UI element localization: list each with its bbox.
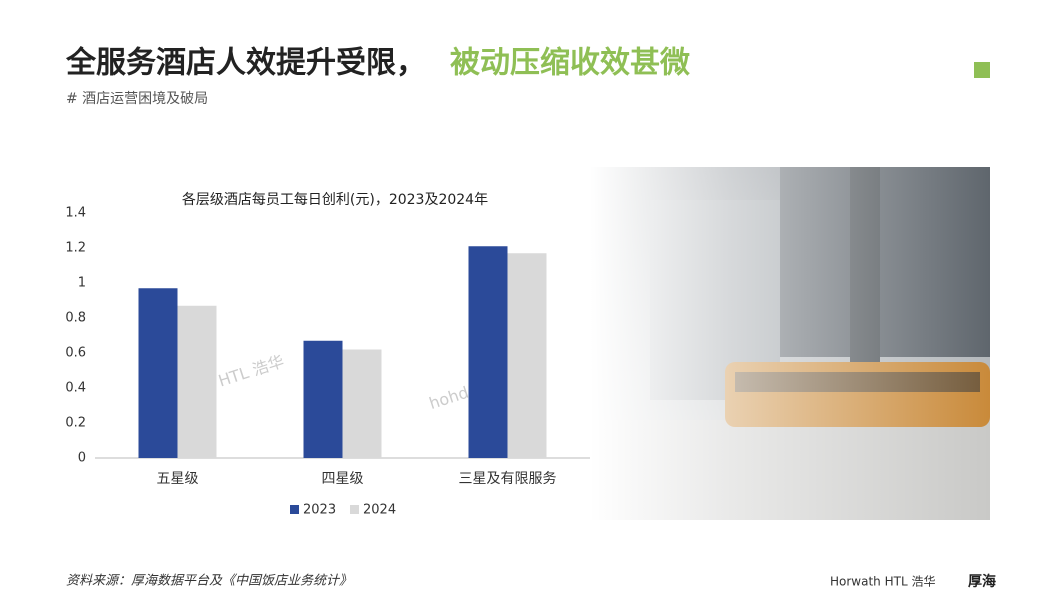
x-tick-label: 四星级 xyxy=(322,471,364,487)
logo-horwath: Horwath HTL 浩华 xyxy=(830,575,935,589)
y-tick-label: 0 xyxy=(78,451,86,466)
y-tick-label: 1.4 xyxy=(65,206,86,221)
bar xyxy=(177,305,217,458)
y-tick-label: 1 xyxy=(78,276,86,291)
logo-hohdata: 厚海 xyxy=(968,573,996,590)
bar xyxy=(507,253,547,458)
bar xyxy=(342,349,382,458)
background-photo xyxy=(590,167,990,520)
legend-label: 2024 xyxy=(363,503,396,518)
legend-label: 2023 xyxy=(303,503,336,518)
y-tick-label: 0.8 xyxy=(65,311,86,326)
y-tick-label: 0.6 xyxy=(65,346,86,361)
bar xyxy=(468,246,508,458)
chart-title: 各层级酒店每员工每日创利(元)，2023及2024年 xyxy=(182,192,488,208)
bar xyxy=(303,340,343,458)
x-tick-label: 五星级 xyxy=(157,471,199,487)
legend-swatch xyxy=(290,505,299,514)
slide-title-highlight: 被动压缩收效甚微 xyxy=(450,46,690,81)
accent-square xyxy=(974,62,990,78)
legend-swatch xyxy=(350,505,359,514)
y-tick-label: 1.2 xyxy=(65,241,86,256)
y-tick-label: 0.2 xyxy=(65,416,86,431)
source-note: 资料来源：厚海数据平台及《中国饭店业务统计》 xyxy=(66,574,352,589)
slide-title: 全服务酒店人效提升受限， xyxy=(65,46,426,81)
subtitle: # 酒店运营困境及破局 xyxy=(66,91,208,107)
y-tick-label: 0.4 xyxy=(65,381,86,396)
bar xyxy=(138,288,178,458)
x-tick-label: 三星及有限服务 xyxy=(459,471,557,487)
